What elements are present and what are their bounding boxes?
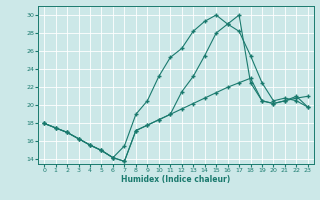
- X-axis label: Humidex (Indice chaleur): Humidex (Indice chaleur): [121, 175, 231, 184]
